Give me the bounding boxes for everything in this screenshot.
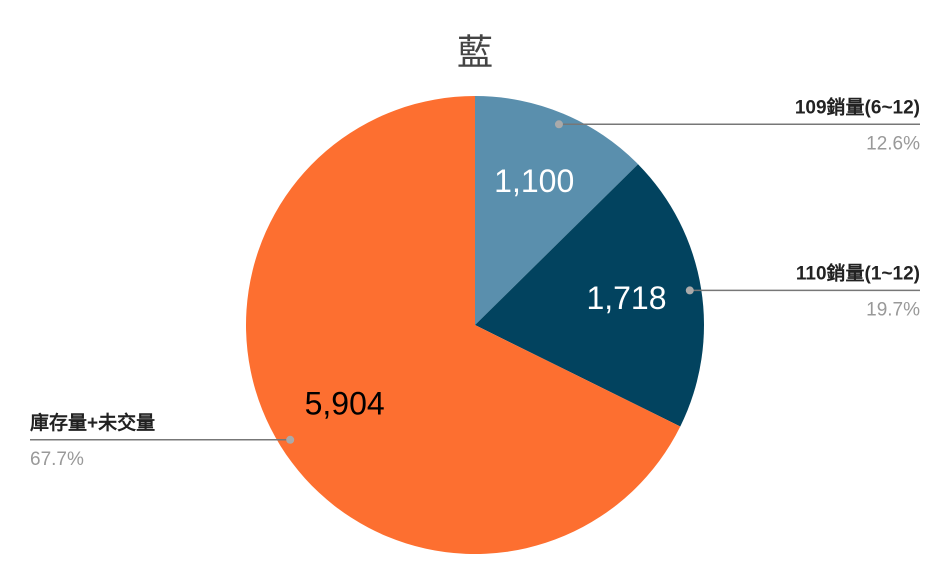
value-label: 5,904: [305, 385, 385, 421]
value-label: 1,718: [586, 280, 666, 316]
pie-slice: [246, 95, 681, 554]
pie-slice: [475, 96, 639, 325]
percent-label: 12.6%: [866, 133, 920, 154]
chart-title: 藍: [457, 32, 493, 73]
legend-label: 109銷量(6~12): [795, 95, 920, 118]
leader-dot: [554, 120, 563, 129]
leader-dot: [685, 286, 694, 295]
legend-label: 110銷量(1~12): [796, 261, 920, 284]
legend-label: 庫存量+未交量: [30, 411, 155, 434]
pie-slice: [475, 164, 704, 427]
percent-label: 19.7%: [866, 299, 920, 320]
percent-label: 67.7%: [30, 449, 84, 470]
leader-dot: [286, 435, 295, 444]
value-label: 1,100: [494, 163, 574, 199]
